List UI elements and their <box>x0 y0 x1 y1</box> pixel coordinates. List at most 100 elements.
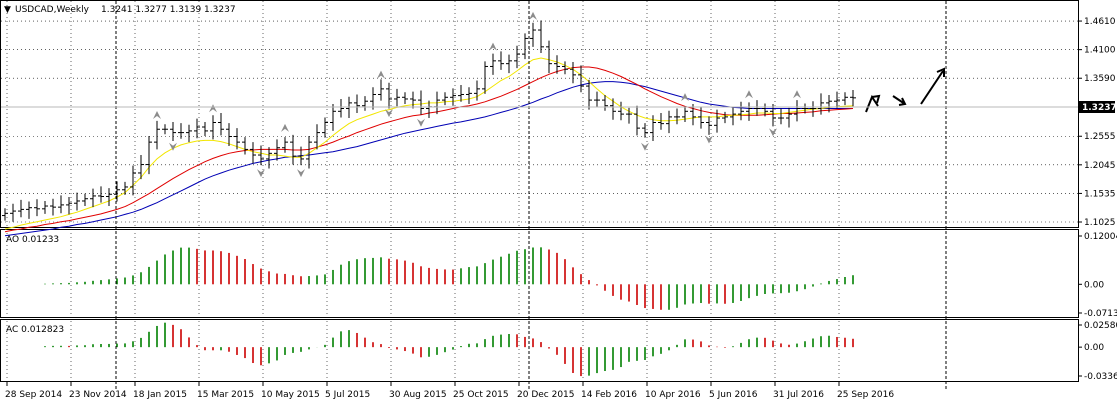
price-bar <box>410 91 416 109</box>
symbol-caption: USDCAD,Weekly <box>15 5 90 15</box>
price-bar <box>242 137 248 155</box>
arrow-2-head <box>898 97 907 106</box>
price-bar <box>210 115 216 140</box>
fractal-up-icon <box>745 90 753 99</box>
price-bar <box>618 101 624 121</box>
price-tick-label: 1.2045 <box>1084 161 1116 171</box>
price-bar <box>842 92 848 106</box>
price-bar <box>642 123 648 138</box>
price-bar <box>786 107 792 128</box>
price-bar <box>818 93 824 115</box>
price-bar <box>722 111 728 124</box>
price-bar <box>458 84 464 102</box>
ao-tick-label: 0.12004 <box>1084 232 1117 242</box>
price-bar <box>74 192 80 211</box>
price-bar <box>42 200 48 214</box>
time-axis: 28 Sep 2014 23 Nov 2014 18 Jan 2015 15 Mar … <box>5 382 894 400</box>
arrow-3-head <box>936 67 945 77</box>
price-bar <box>690 104 696 126</box>
price-bar <box>538 20 544 54</box>
price-bar <box>282 137 288 153</box>
price-bar <box>2 208 8 221</box>
price-bar <box>90 188 96 208</box>
ac-tick-label: 0.00 <box>1084 343 1104 353</box>
price-bar <box>394 88 400 107</box>
price-tick-label: 1.2555 <box>1084 132 1116 142</box>
fractal-up-icon <box>153 111 161 120</box>
price-tick-label: 1.1535 <box>1084 189 1116 199</box>
price-bar <box>26 201 32 219</box>
price-bar <box>18 199 24 218</box>
price-bar <box>362 96 368 111</box>
price-bar <box>330 104 336 131</box>
price-bar <box>314 124 320 150</box>
price-bar <box>234 128 240 150</box>
price-bar <box>290 134 296 165</box>
fractal-up-icon <box>793 90 801 99</box>
ac-tick-label: -0.03361 <box>1084 372 1117 382</box>
price-bar <box>58 195 64 214</box>
price-bar <box>738 101 744 121</box>
fractal-up-icon <box>681 93 689 102</box>
price-bar <box>762 103 768 117</box>
price-bar <box>610 98 616 120</box>
time-tick-label: 10 May 2015 <box>261 390 320 400</box>
price-bar <box>250 142 256 164</box>
moving-averages <box>4 57 854 237</box>
price-bars <box>2 20 856 222</box>
ao-histogram <box>44 247 854 310</box>
time-tick-label: 28 Sep 2014 <box>5 390 62 400</box>
price-bar <box>466 87 472 105</box>
price-bar <box>714 109 720 133</box>
price-bar <box>162 124 168 135</box>
price-bar <box>66 197 72 215</box>
price-bar <box>146 135 152 175</box>
price-bar <box>98 186 104 203</box>
price-bar <box>826 95 832 113</box>
price-bar <box>178 123 184 139</box>
price-bar <box>530 22 536 47</box>
time-tick-label: 14 Feb 2016 <box>581 390 637 400</box>
price-bar <box>138 155 144 180</box>
price-bar <box>266 147 272 169</box>
fractal-down-icon <box>769 128 777 137</box>
ac-caption: AC 0.012823 <box>6 325 64 335</box>
arrow-2 <box>892 95 906 105</box>
main-pane-frame <box>0 0 1079 228</box>
collapse-triangle-icon[interactable]: ▼ <box>4 5 11 15</box>
fractal-down-icon <box>705 135 713 144</box>
time-tick-label: 25 Oct 2015 <box>453 390 509 400</box>
price-bar <box>658 112 664 130</box>
price-bar <box>106 188 112 207</box>
arrow-3 <box>920 70 944 105</box>
price-bar <box>682 106 688 122</box>
fractal-down-icon <box>641 142 649 151</box>
price-bar <box>202 121 208 136</box>
price-bar <box>594 91 600 108</box>
price-bar <box>794 100 800 122</box>
price-bar <box>378 79 384 101</box>
price-bar <box>154 120 160 150</box>
ao-tick-label: 0.00 <box>1084 280 1104 290</box>
ohlc-values: 1.3241 1.3277 1.3139 1.3237 <box>101 5 236 15</box>
arrow-1 <box>865 94 879 113</box>
price-bar <box>698 107 704 129</box>
fractals <box>153 11 801 178</box>
price-bar <box>850 89 856 107</box>
ac-tick-label: 0.025802 <box>1084 321 1117 331</box>
price-bar <box>354 94 360 113</box>
price-bar <box>402 92 408 105</box>
price-bar <box>554 55 560 74</box>
fractal-up-icon <box>377 70 385 79</box>
price-bar <box>778 108 784 125</box>
ma-mid-line <box>4 66 854 233</box>
price-bar <box>170 121 176 142</box>
current-price-text: 1.3237 <box>1082 103 1117 113</box>
projection-arrows <box>865 67 945 113</box>
price-bar <box>810 101 816 117</box>
price-bar <box>578 65 584 93</box>
price-bar <box>338 98 344 118</box>
price-bar <box>418 90 424 115</box>
